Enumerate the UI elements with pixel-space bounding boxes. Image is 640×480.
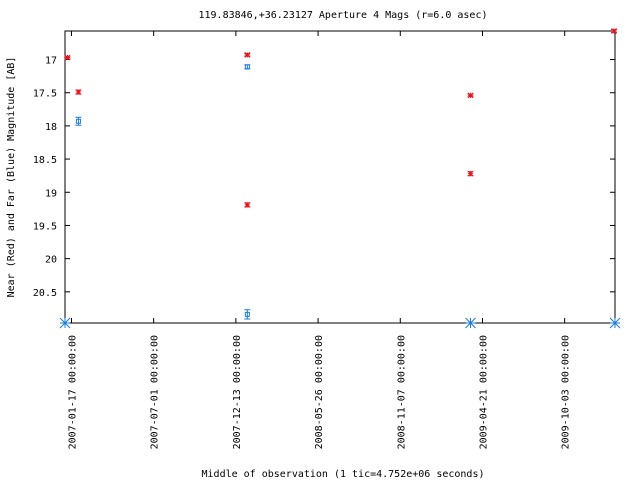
data-point xyxy=(611,28,618,34)
asterisk-marker xyxy=(611,28,617,34)
x-tick-label: 2007-12-13 00:00:00 xyxy=(232,335,243,449)
data-point xyxy=(244,309,251,320)
y-tick-label: 20.5 xyxy=(33,288,57,299)
data-point xyxy=(75,116,82,126)
asterisk-marker xyxy=(467,170,474,177)
baseline-marker-layer xyxy=(59,317,621,329)
y-tick-label: 18 xyxy=(45,122,57,133)
y-tick-label: 18.5 xyxy=(33,155,57,166)
y-tick-label: 17.5 xyxy=(33,89,57,100)
series-near xyxy=(64,28,618,208)
asterisk-marker xyxy=(244,52,251,58)
y-tick-label: 19.5 xyxy=(33,221,57,232)
data-point xyxy=(244,202,251,208)
x-tick-label: 2009-04-21 00:00:00 xyxy=(478,335,489,449)
square-marker xyxy=(244,311,250,317)
x-tick-label: 2008-05-26 00:00:00 xyxy=(314,335,325,449)
asterisk-marker xyxy=(467,92,474,99)
square-marker xyxy=(75,118,81,124)
x-axis: 2007-01-17 00:00:00 2007-07-01 00:00:00 20… xyxy=(67,31,572,449)
x-tick-label: 2007-07-01 00:00:00 xyxy=(150,335,161,449)
y-tick-label: 20 xyxy=(45,255,57,266)
y-axis: 17 17.5 18 18.5 19 19.5 20 20.5 xyxy=(33,56,615,299)
x-tick-label: 2007-01-17 00:00:00 xyxy=(67,335,78,449)
asterisk-marker xyxy=(75,89,82,95)
series-layer xyxy=(64,28,618,320)
chart-title: 119.83846,+36.23127 Aperture 4 Mags (r=6… xyxy=(199,10,488,21)
data-point xyxy=(64,54,71,61)
x-tick-label: 2009-10-03 00:00:00 xyxy=(561,335,572,449)
asterisk-marker xyxy=(64,54,71,61)
data-point xyxy=(467,170,474,177)
data-point xyxy=(244,52,251,58)
asterisk-marker xyxy=(244,202,251,208)
square-marker xyxy=(244,64,250,70)
x-axis-label: Middle of observation (1 tic=4.752e+06 s… xyxy=(202,469,485,480)
asterisk-marker xyxy=(465,317,476,329)
y-axis-label: Near (Red) and Far (Blue) Magnitude [AB] xyxy=(6,57,17,298)
series-far xyxy=(75,64,251,320)
asterisk-marker xyxy=(609,317,621,329)
y-tick-label: 19 xyxy=(45,188,57,199)
x-tick-label: 2008-11-07 00:00:00 xyxy=(396,335,407,449)
data-point xyxy=(467,92,474,99)
plot-frame xyxy=(64,30,616,324)
asterisk-marker xyxy=(59,317,71,329)
data-point xyxy=(244,64,251,70)
y-tick-label: 17 xyxy=(45,56,57,67)
data-point xyxy=(75,89,82,95)
